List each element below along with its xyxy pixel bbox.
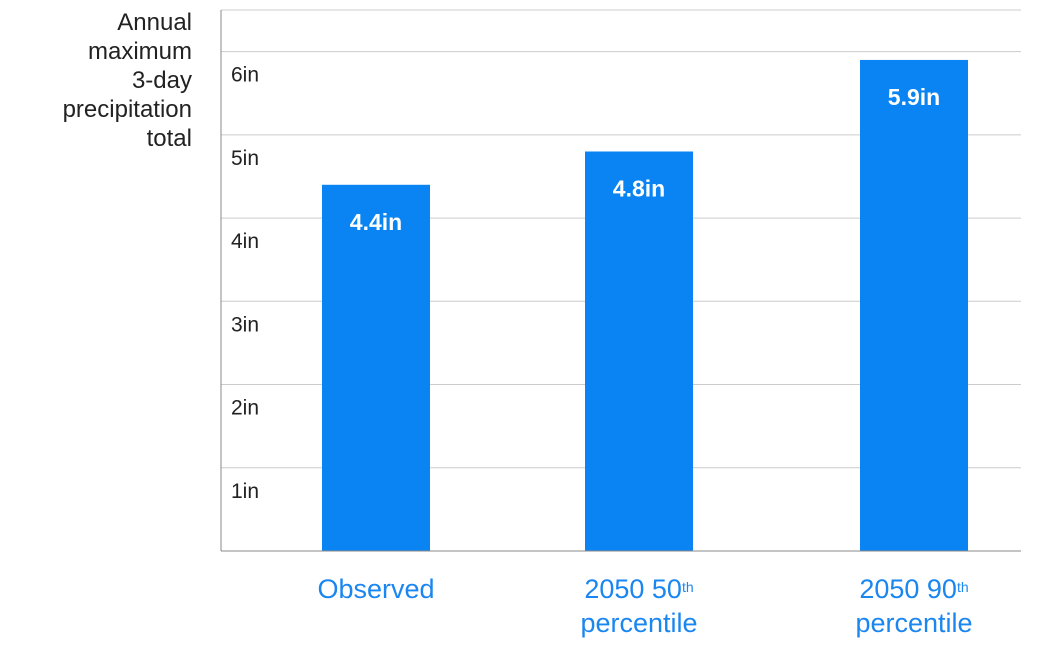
- y-tick-label: 3in: [231, 313, 259, 336]
- y-axis-label: Annual maximum 3-day precipitation total: [62, 9, 192, 152]
- x-category-label: Observed: [317, 574, 435, 604]
- data-label: 4.4in: [350, 209, 402, 235]
- bars: 4.4in 4.8in 5.9in: [322, 59, 968, 552]
- y-tick-label: 6in: [231, 64, 259, 87]
- data-label: 4.8in: [613, 175, 665, 201]
- y-tick-label: 1in: [231, 480, 259, 503]
- bar-2: [585, 151, 693, 551]
- bar-1: [322, 184, 430, 552]
- data-label: 5.9in: [888, 84, 940, 110]
- x-category-label: 2050 90th percentile: [855, 574, 973, 638]
- x-category-label: 2050 50th percentile: [580, 574, 698, 638]
- y-tick-label: 4in: [231, 230, 259, 253]
- y-tick-label: 2in: [231, 397, 259, 420]
- bar-3: [860, 59, 968, 551]
- axes: [220, 10, 1021, 552]
- y-tick-label: 5in: [231, 147, 259, 170]
